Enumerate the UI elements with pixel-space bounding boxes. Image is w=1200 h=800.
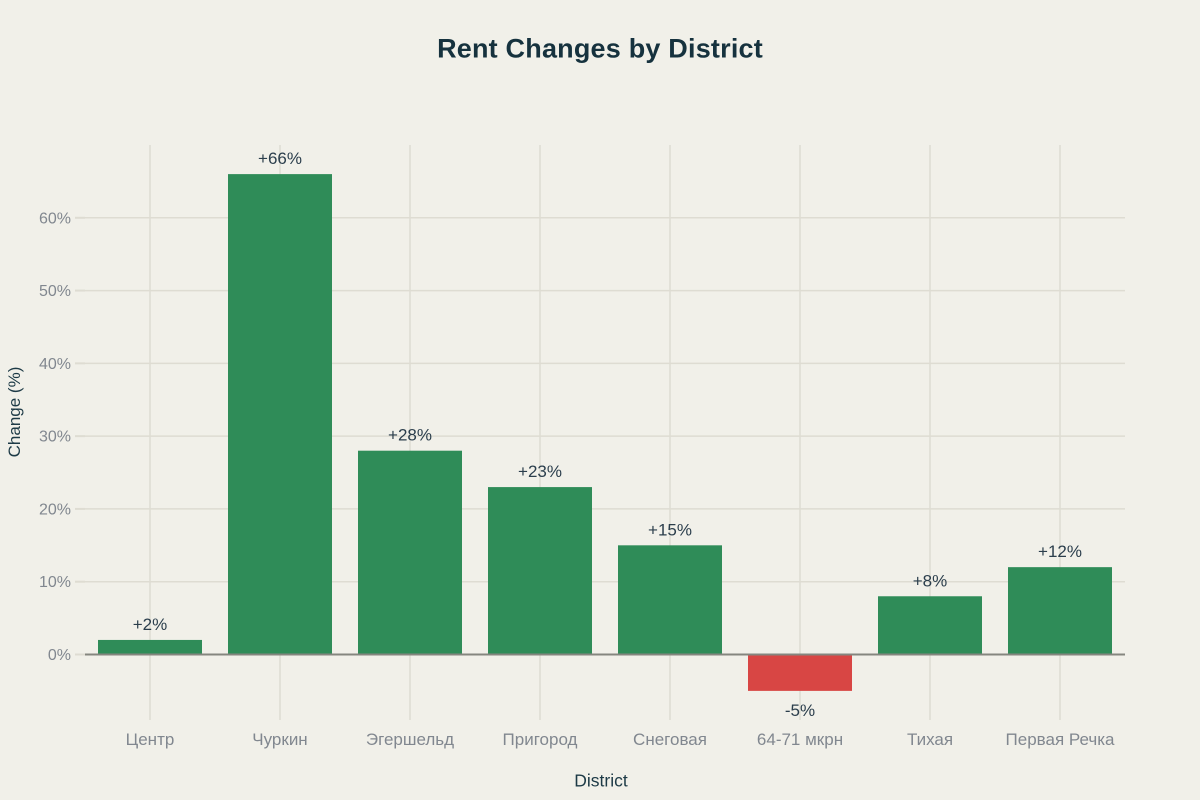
x-tick-label: Чуркин: [252, 730, 307, 749]
y-tick-label: 20%: [39, 501, 71, 518]
bar-5: [618, 545, 722, 655]
bar-value-label: +28%: [388, 426, 432, 445]
bar-value-label: +12%: [1038, 542, 1082, 561]
y-tick-label: 30%: [39, 429, 71, 446]
bar-4: [488, 487, 592, 655]
bar-1: [98, 639, 202, 655]
chart-title: Rent Changes by District: [437, 33, 763, 64]
bar-value-label: +15%: [648, 520, 692, 539]
x-tick-label: 64-71 мкрн: [757, 730, 843, 749]
bar-2: [228, 174, 332, 655]
x-tick-label: Первая Речка: [1006, 730, 1116, 749]
y-tick-label: 50%: [39, 283, 71, 300]
y-tick-label: 10%: [39, 574, 71, 591]
bar-value-label: +66%: [258, 149, 302, 168]
y-tick-label: 0%: [48, 647, 71, 664]
x-tick-label: Тихая: [907, 730, 953, 749]
bar-7: [878, 596, 982, 655]
y-tick-label: 40%: [39, 356, 71, 373]
bar-value-label: +2%: [133, 615, 168, 634]
bar-8: [1008, 567, 1112, 655]
x-tick-label: Снеговая: [633, 730, 707, 749]
y-tick-label: 60%: [39, 210, 71, 227]
x-tick-label: Центр: [126, 730, 175, 749]
bar-value-label: -5%: [785, 701, 815, 720]
x-tick-label: Пригород: [503, 730, 578, 749]
bar-3: [358, 450, 462, 655]
bar-value-label: +8%: [913, 571, 948, 590]
x-axis-title: District: [574, 770, 628, 791]
x-tick-label: Эгершельд: [366, 730, 454, 749]
bar-value-label: +23%: [518, 462, 562, 481]
bar-6: [748, 654, 852, 691]
